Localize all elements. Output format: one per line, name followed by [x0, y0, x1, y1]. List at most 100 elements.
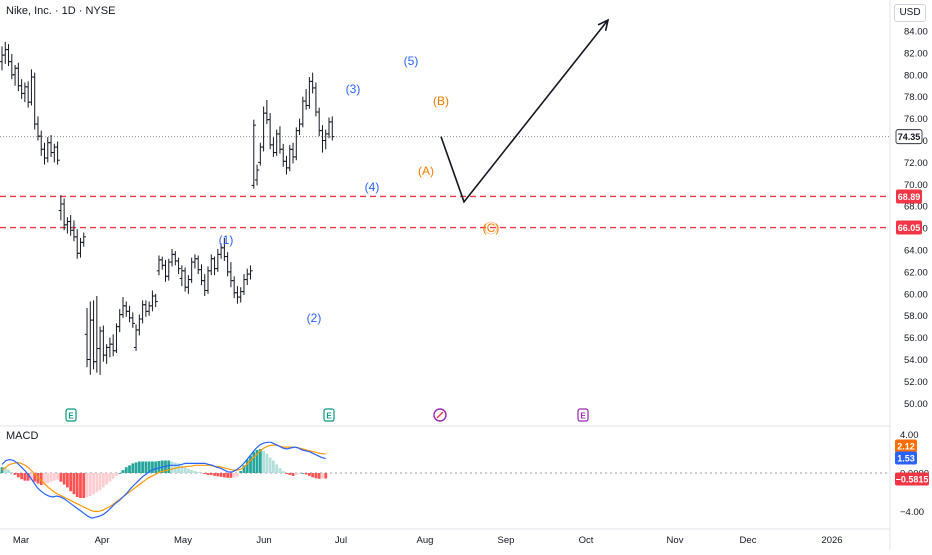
- macd-histogram-bar: [209, 473, 213, 475]
- earnings-event-icon[interactable]: E: [323, 408, 335, 422]
- macd-histogram-bar: [285, 473, 288, 474]
- macd-histogram-bar: [101, 473, 105, 488]
- wave-label[interactable]: (B): [433, 94, 449, 108]
- projection-arrowhead: [597, 18, 610, 31]
- earnings-badge: [323, 408, 335, 422]
- projection-path[interactable]: [440, 19, 609, 204]
- ohlc-bar: [153, 293, 158, 307]
- macd-histogram-bar: [245, 459, 249, 473]
- macd-histogram-bar: [154, 461, 158, 473]
- dividend-slash: [436, 411, 444, 419]
- macd-histogram-bar: [226, 473, 230, 478]
- wave-label[interactable]: (4): [365, 180, 380, 194]
- macd-histogram-bar: [56, 473, 59, 480]
- macd-histogram-bar: [52, 473, 56, 481]
- macd-histogram-bar: [33, 473, 37, 482]
- time-tick-label: 2026: [821, 535, 842, 546]
- macd-histogram-bar: [239, 471, 243, 473]
- macd-histogram-bar: [105, 473, 109, 485]
- macd-histogram-bar: [291, 473, 295, 476]
- time-tick-label: May: [174, 535, 192, 546]
- price-tick-label: 56.00: [904, 333, 928, 344]
- macd-value-tag: 1.53: [895, 451, 917, 465]
- ohlc-bar: [254, 164, 260, 186]
- macd-histogram-bar: [258, 449, 262, 473]
- earnings-event-icon[interactable]: E: [65, 408, 77, 422]
- earnings-badge: [577, 408, 589, 422]
- macd-histogram-bar: [124, 467, 128, 473]
- macd-tick-label: 4.00: [900, 430, 919, 441]
- price-tick-label: 70.00: [904, 180, 928, 191]
- macd-tick-label: −4.00: [900, 507, 924, 518]
- macd-histogram-bar: [307, 473, 311, 476]
- macd-histogram-bar: [288, 473, 292, 475]
- macd-histogram-bar: [26, 473, 30, 481]
- wave-label[interactable]: (5): [404, 54, 419, 68]
- macd-histogram-bar: [43, 473, 46, 485]
- ohlc-bar: [251, 119, 256, 189]
- earnings-badge-text: E: [580, 412, 586, 421]
- macd-histogram-bar: [229, 473, 233, 478]
- price-axis: 84.0082.0080.0078.0076.0074.0072.0070.00…: [904, 27, 928, 410]
- chart-title: Nike, Inc. · 1D · NYSE: [6, 5, 116, 17]
- macd-histogram-bar: [134, 462, 138, 473]
- macd-histogram-bar: [200, 473, 203, 474]
- time-tick-label: Nov: [667, 535, 684, 546]
- macd-histogram-bar: [59, 473, 63, 482]
- price-tick-label: 58.00: [904, 311, 928, 322]
- price-tick-label: 76.00: [904, 114, 928, 125]
- macd-histogram-bar: [0, 467, 4, 473]
- price-tick-label: 84.00: [904, 27, 928, 38]
- macd-histogram-bar: [95, 473, 99, 493]
- price-tick-label: 52.00: [904, 377, 928, 388]
- macd-histogram-bar: [281, 471, 285, 473]
- macd-histogram-bar: [324, 473, 328, 479]
- macd-histogram-bar: [66, 473, 69, 488]
- time-tick-label: Jul: [335, 535, 347, 546]
- macd-histogram-bar: [262, 450, 265, 473]
- wave-c-target-marker: [484, 221, 498, 235]
- macd-label[interactable]: MACD: [6, 430, 39, 442]
- macd-histogram-bar: [236, 473, 239, 477]
- macd-signal-line: [1, 444, 326, 512]
- price-tag-text: 74.35: [898, 132, 921, 142]
- time-axis: Mar Apr May Jun Jul Aug Sep Oct Nov Dec 2026: [13, 535, 843, 546]
- macd-histogram-bar: [16, 473, 20, 478]
- macd-tag-text: 1.53: [897, 454, 915, 464]
- macd-histogram-bar: [311, 473, 315, 478]
- currency-button[interactable]: USD: [894, 4, 926, 22]
- macd-histogram-bar: [213, 473, 216, 476]
- wave-label[interactable]: (2): [307, 311, 322, 325]
- price-tick-label: 80.00: [904, 70, 928, 81]
- macd-histogram-bar: [301, 473, 305, 474]
- macd-histogram-bar: [75, 473, 79, 497]
- macd-histogram-bar: [268, 457, 272, 473]
- macd-histogram-bar: [82, 473, 86, 498]
- ohlc-bar: [81, 232, 86, 247]
- wave-label[interactable]: (A): [418, 164, 434, 178]
- time-tick-label: Mar: [13, 535, 29, 546]
- macd-histogram-bar: [30, 473, 33, 481]
- ohlc-bars: [0, 41, 335, 375]
- ohlc-bar: [130, 312, 135, 328]
- macd-histogram-bar: [147, 461, 151, 473]
- wave-label[interactable]: (C): [483, 221, 500, 235]
- macd-tag-text: 2.12: [897, 442, 915, 452]
- macd-histogram-bar: [69, 473, 73, 492]
- macd-histogram-bar: [62, 473, 66, 485]
- price-tick-label: 54.00: [904, 355, 928, 366]
- macd-histogram-bar: [157, 461, 161, 473]
- macd-tag-text: −0.5815: [896, 475, 929, 485]
- macd-histogram-bar: [3, 467, 7, 473]
- dividend-event-icon[interactable]: [433, 408, 447, 422]
- wave-label[interactable]: (3): [346, 82, 361, 96]
- wave-label[interactable]: (1): [219, 233, 234, 247]
- macd-histogram-bar: [298, 473, 301, 474]
- earnings-event-icon[interactable]: E: [577, 408, 589, 422]
- macd-histogram-bar: [92, 473, 95, 495]
- time-tick-label: Apr: [95, 535, 110, 546]
- macd-histogram-bar: [190, 470, 194, 473]
- macd-histogram-bar: [10, 472, 14, 473]
